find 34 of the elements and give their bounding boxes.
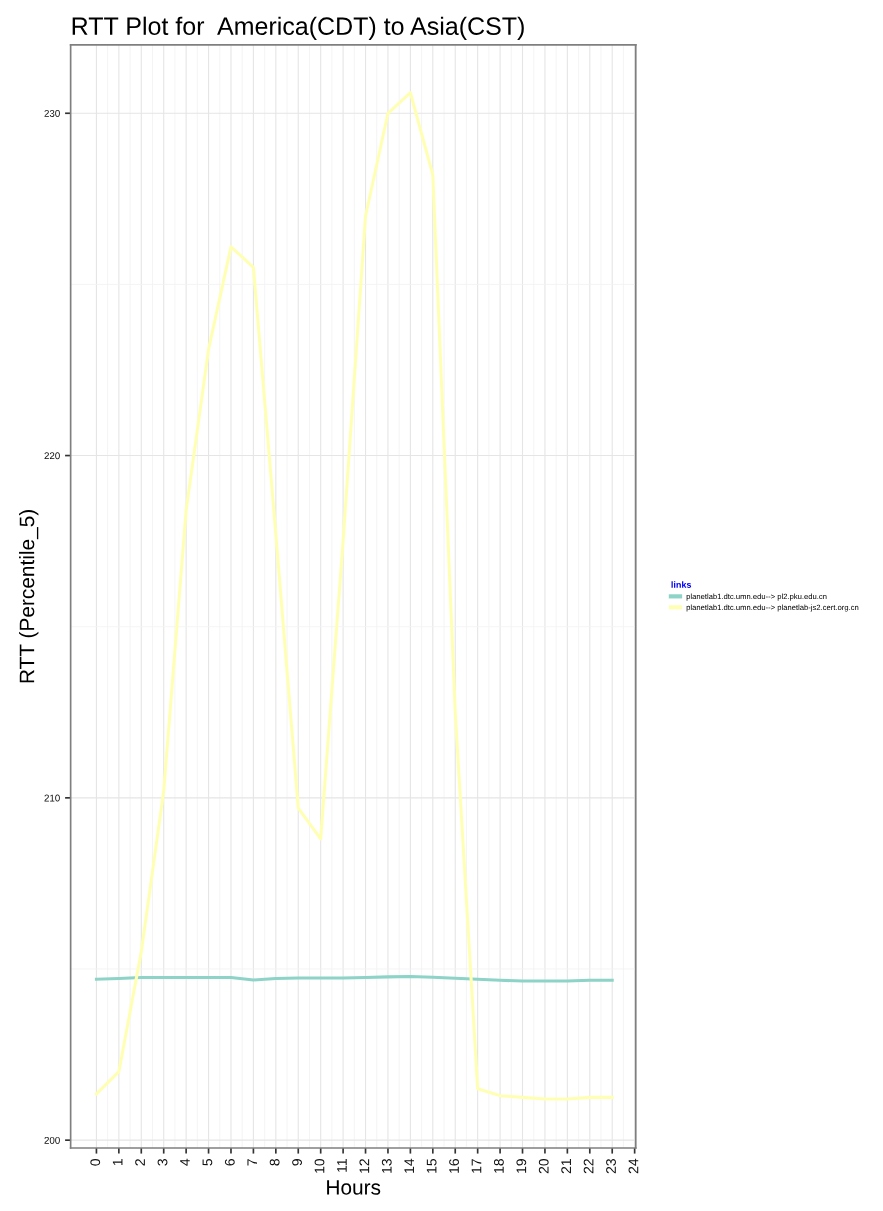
x-tick-label: 21 [561,1159,571,1174]
x-tick-label: 20 [538,1158,549,1174]
x-tick-label: 17 [471,1159,482,1173]
x-tick-label: 22 [583,1159,594,1174]
x-tick-label: 19 [516,1159,527,1173]
x-tick-label: 13 [381,1159,392,1173]
x-tick-label: 24 [628,1158,639,1174]
y-tick-label: 230 [44,110,60,117]
x-tick-label: 9 [292,1159,302,1166]
x-tick-label: 7 [247,1159,257,1166]
chart-title: RTT Plot for America(CDT) to Asia(CST) [72,16,524,40]
x-tick-label: 3 [157,1159,168,1166]
x-tick-label: 12 [359,1159,370,1173]
x-tick-label: 18 [493,1159,504,1173]
x-tick-label: 6 [224,1159,235,1166]
y-tick-label: 200 [44,1136,60,1144]
x-tick-label: 0 [90,1158,101,1166]
x-tick-label: 11 [337,1159,347,1172]
x-tick-label: 23 [606,1159,616,1174]
x-tick-label: 14 [404,1158,414,1173]
legend-title: links [671,581,692,588]
x-tick-label: 5 [202,1159,213,1166]
x-tick-label: 1 [112,1159,123,1166]
x-axis-title: Hours [327,1180,381,1195]
x-tick-label: 2 [135,1159,145,1166]
x-tick-label: 15 [426,1159,437,1173]
y-tick-label: 210 [44,794,60,802]
x-tick-label: 8 [269,1159,280,1166]
line-series [94,91,614,1101]
x-tick-label: 16 [449,1159,459,1173]
y-axis-title: RTT (Percentile_5) [19,510,39,683]
x-tick-label: 10 [314,1158,325,1173]
x-tick-label: 4 [180,1158,190,1166]
y-tick-label: 220 [44,452,60,460]
